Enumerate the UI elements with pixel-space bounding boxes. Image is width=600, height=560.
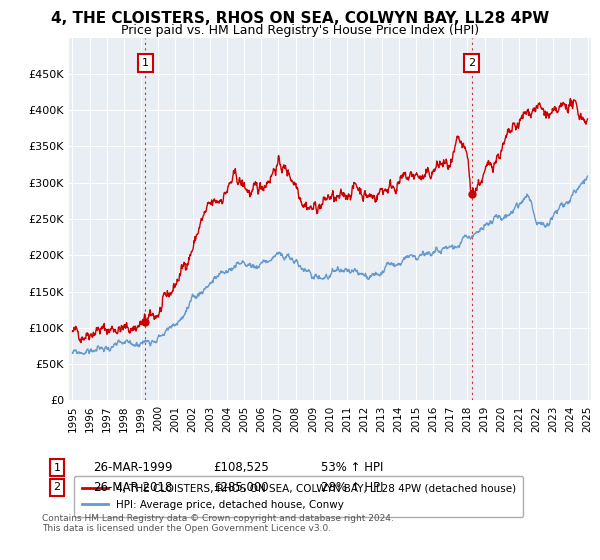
Text: Price paid vs. HM Land Registry's House Price Index (HPI): Price paid vs. HM Land Registry's House … [121,24,479,37]
Text: 4, THE CLOISTERS, RHOS ON SEA, COLWYN BAY, LL28 4PW: 4, THE CLOISTERS, RHOS ON SEA, COLWYN BA… [51,11,549,26]
Text: £285,000: £285,000 [213,480,269,494]
Text: £108,525: £108,525 [213,461,269,474]
Text: 28% ↑ HPI: 28% ↑ HPI [321,480,383,494]
Legend: 4, THE CLOISTERS, RHOS ON SEA, COLWYN BAY, LL28 4PW (detached house), HPI: Avera: 4, THE CLOISTERS, RHOS ON SEA, COLWYN BA… [74,477,523,517]
Text: 1: 1 [53,463,61,473]
Text: 2: 2 [468,58,475,68]
Text: 1: 1 [142,58,149,68]
Text: 26-MAR-2018: 26-MAR-2018 [93,480,172,494]
Text: 26-MAR-1999: 26-MAR-1999 [93,461,173,474]
Text: Contains HM Land Registry data © Crown copyright and database right 2024.
This d: Contains HM Land Registry data © Crown c… [42,514,394,534]
Text: 2: 2 [53,482,61,492]
Text: 53% ↑ HPI: 53% ↑ HPI [321,461,383,474]
